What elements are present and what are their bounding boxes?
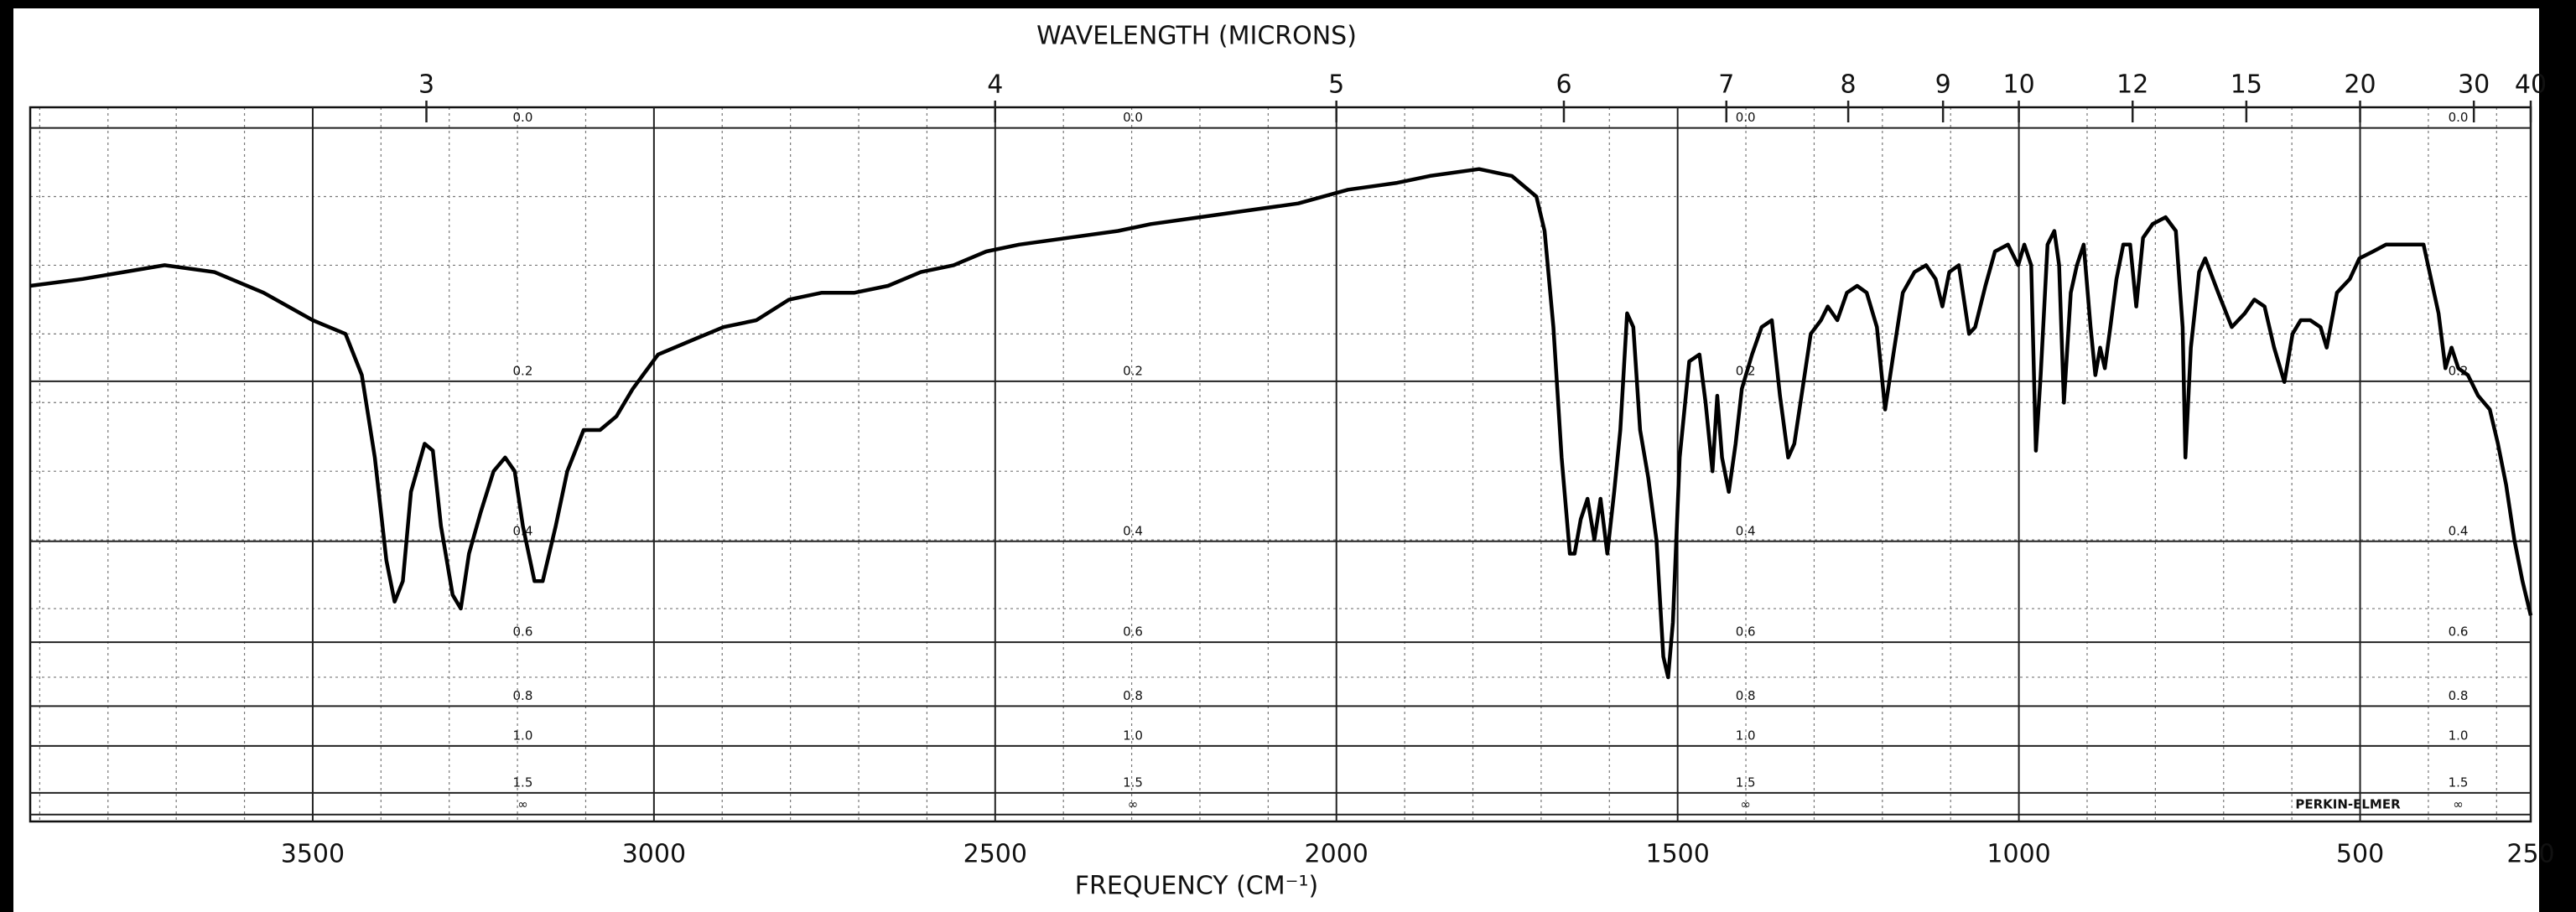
y-tick-label: 0.8 (1123, 688, 1143, 703)
x-tick-label: 3500 (281, 840, 345, 869)
x-tick-label: 500 (2336, 840, 2384, 869)
y-tick-label: 0.6 (513, 624, 533, 640)
y-tick-label: 0.6 (2449, 624, 2469, 640)
x-axis-label: FREQUENCY (CM⁻¹) (1075, 872, 1318, 901)
y-tick-label: 0.0 (1123, 110, 1143, 125)
x2-tick-label: 15 (2231, 70, 2262, 100)
y-tick-label: 1.0 (1123, 728, 1143, 743)
y-tick-label: 0.2 (1123, 363, 1143, 378)
y-tick-label: 0.6 (1736, 624, 1756, 640)
y-tick-label: 0.2 (2449, 363, 2469, 378)
x-tick-label: 3000 (622, 840, 686, 869)
x2-tick-label: 20 (2344, 70, 2376, 100)
x2-tick-label: 6 (1555, 70, 1571, 100)
x-tick-label: 2000 (1305, 840, 1368, 869)
x2-tick-label: 10 (2002, 70, 2034, 100)
annotation: PERKIN-ELMER (2295, 797, 2401, 812)
y-tick-label: 0.4 (1123, 523, 1143, 538)
x2-tick-label: 8 (1841, 70, 1857, 100)
scan-edge (2539, 0, 2576, 912)
x-tick-label: 1500 (1645, 840, 1709, 869)
x2-tick-label: 40 (2515, 70, 2547, 100)
scan-edge (0, 0, 13, 912)
x2-tick-label: 9 (1935, 70, 1951, 100)
y-tick-label: 1.0 (2449, 728, 2469, 743)
y-tick-label: 0.4 (2449, 523, 2469, 538)
y-tick-label: 0.4 (1736, 523, 1756, 538)
y-tick-label: 1.5 (1736, 775, 1756, 790)
x-tick-label: 250 (2506, 840, 2554, 869)
x2-tick-label: 4 (987, 70, 1003, 100)
y-tick-label: 0.8 (1736, 688, 1756, 703)
x2-tick-label: 12 (2116, 70, 2148, 100)
y-tick-label: 1.5 (1123, 775, 1143, 790)
y-tick-label: 0.8 (2449, 688, 2469, 703)
x-tick-label: 1000 (1987, 840, 2050, 869)
y-tick-label: 0.0 (513, 110, 533, 125)
y-tick-label: ∞ (1740, 796, 1751, 811)
x2-tick-label: 3 (418, 70, 434, 100)
y-tick-label: 1.5 (2449, 775, 2469, 790)
y-tick-label: 0.8 (513, 688, 533, 703)
y-tick-label: 1.0 (513, 728, 533, 743)
y-tick-label: 0.6 (1123, 624, 1143, 640)
x2-tick-label: 30 (2458, 70, 2490, 100)
scan-edge (0, 0, 2576, 8)
y-tick-label: 1.5 (513, 775, 533, 790)
y-tick-label: 0.2 (513, 363, 533, 378)
y-tick-label: ∞ (517, 796, 528, 811)
x2-tick-label: 5 (1328, 70, 1344, 100)
x2-tick-label: 7 (1718, 70, 1734, 100)
spectrum-line (29, 167, 2533, 680)
y-tick-label: 0.0 (2449, 110, 2469, 125)
y-tick-label: ∞ (1128, 796, 1139, 811)
x-tick-label: 2500 (963, 840, 1027, 869)
y-tick-label: ∞ (2453, 796, 2464, 811)
y-tick-label: 0.0 (1736, 110, 1756, 125)
chart-title: WAVELENGTH (MICRONS) (1036, 22, 1357, 51)
y-tick-label: 1.0 (1736, 728, 1756, 743)
